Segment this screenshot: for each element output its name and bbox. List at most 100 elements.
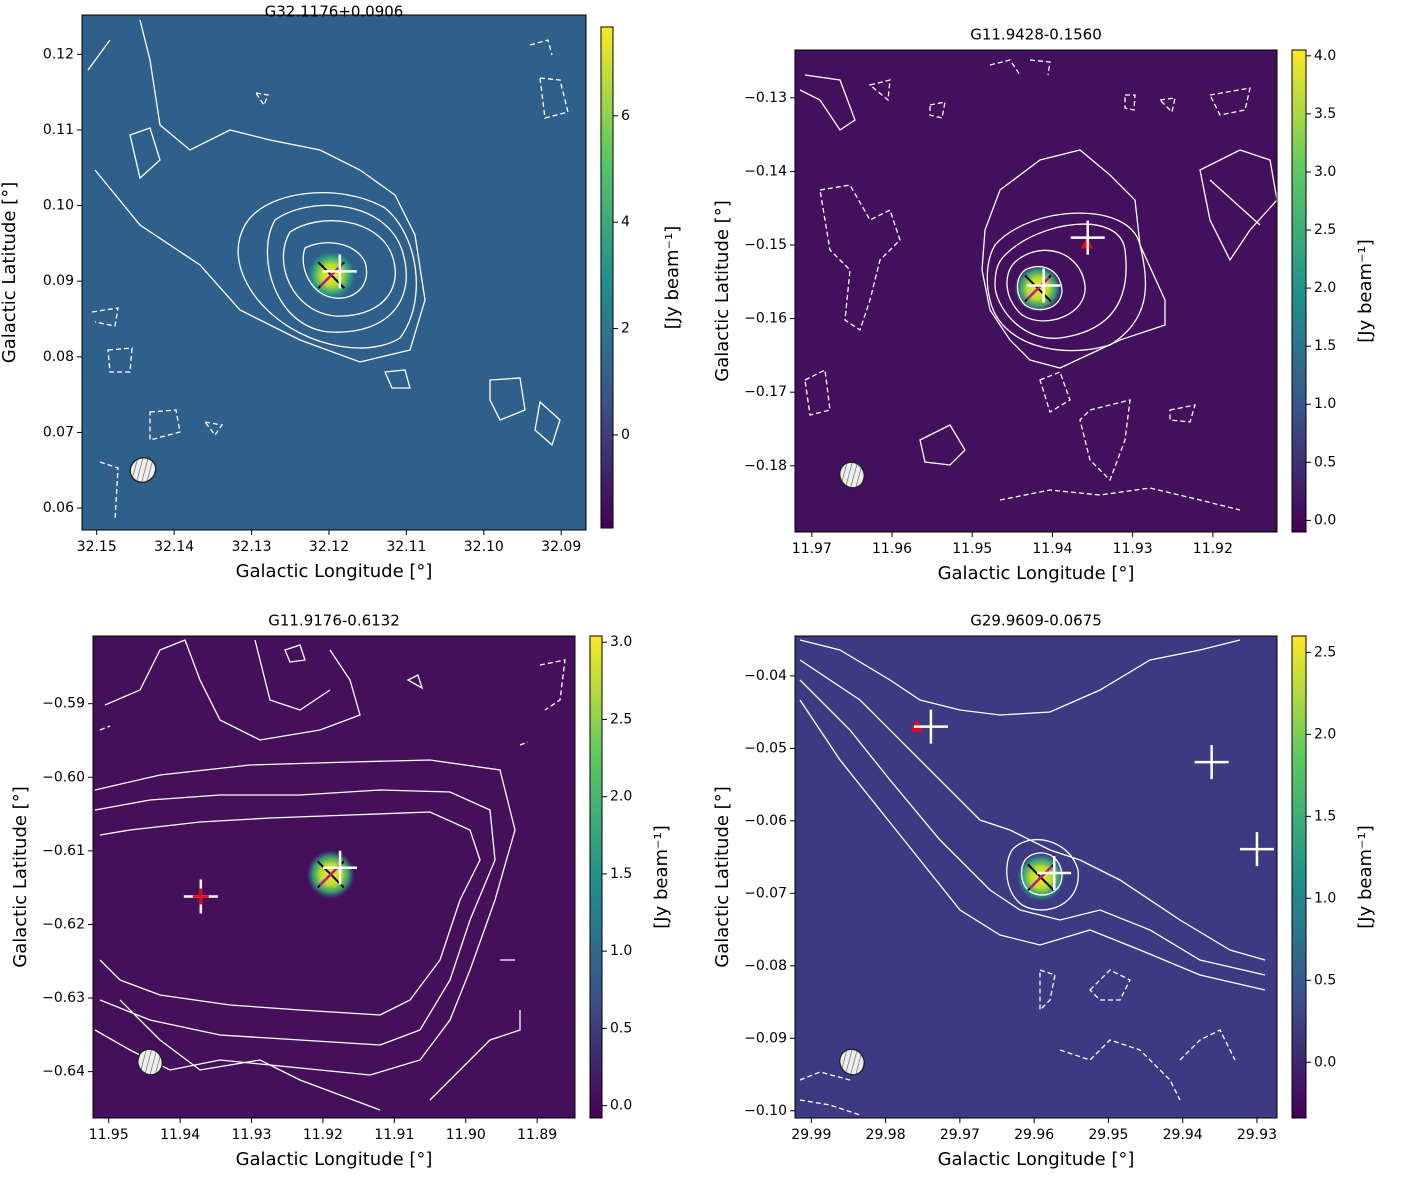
panel-title: G11.9428-0.1560 [970, 26, 1102, 44]
y-tick-label: −0.06 [744, 813, 787, 829]
y-tick-label: 0.07 [43, 424, 74, 440]
x-tick-label: 32.13 [232, 539, 272, 555]
y-tick-label: −0.16 [744, 311, 787, 327]
contour [799, 679, 1266, 976]
x-tick-label: 32.14 [154, 539, 194, 555]
contour [266, 204, 407, 333]
x-tick-label: 11.94 [1032, 541, 1072, 557]
x-tick-label: 29.93 [1237, 1127, 1277, 1143]
colorbar-tick-label: 6 [621, 108, 630, 124]
colorbar-label: [Jy beam⁻¹] [1355, 825, 1376, 929]
colorbar-tick-label: 4 [621, 214, 630, 230]
colorbar [1291, 635, 1307, 1119]
x-tick-label: 11.91 [374, 1127, 414, 1143]
y-tick-label: −0.15 [744, 237, 787, 253]
colorbar-label: [Jy beam⁻¹] [1355, 239, 1376, 343]
x-axis-label: Galactic Longitude [°] [938, 1149, 1135, 1170]
y-tick-label: −0.18 [744, 458, 787, 474]
y-tick-label: −0.62 [42, 916, 85, 932]
y-tick-label: −0.64 [42, 1064, 85, 1080]
colorbar-tick-label: 0.0 [610, 1098, 632, 1114]
colorbar-tick-label: 2.0 [1314, 726, 1336, 742]
contours [87, 19, 1277, 1116]
x-tick-label: 11.95 [952, 541, 992, 557]
annotation-layer: 32.15 32.14 32.13 32.12 32.11 32.10 32.090.060… [0, 3, 1376, 1171]
contours-panel-3 [94, 639, 566, 1111]
plot-frame [92, 635, 576, 1119]
contour [1006, 249, 1086, 322]
position-marker [322, 254, 357, 289]
contour [91, 39, 569, 521]
x-tick-label: 11.93 [1113, 541, 1153, 557]
position-marker [1026, 268, 1061, 303]
contour [87, 19, 426, 363]
contour [94, 789, 496, 1046]
contour [994, 223, 1127, 339]
contour [302, 242, 368, 299]
contour [94, 759, 516, 1076]
beams [129, 457, 865, 1076]
position-marker [1194, 745, 1229, 780]
x-tick-label: 11.95 [89, 1127, 129, 1143]
contour [799, 659, 1266, 961]
x-tick-label: 29.96 [1014, 1127, 1054, 1143]
contours-panel-2 [799, 59, 1277, 511]
x-axis-label: Galactic Longitude [°] [236, 561, 433, 582]
x-tick-label: 32.10 [464, 539, 504, 555]
y-tick-label: 0.08 [43, 349, 74, 365]
contour [99, 659, 566, 746]
x-tick-label: 32.11 [386, 539, 426, 555]
position-marker [913, 709, 948, 744]
panel-title: G32.1176+0.0906 [265, 3, 404, 21]
y-tick-label: −0.08 [744, 958, 787, 974]
x-axis-label: Galactic Longitude [°] [938, 563, 1135, 584]
contour [799, 74, 1277, 466]
beam [839, 461, 865, 489]
position-marker [192, 888, 209, 905]
contour [282, 220, 396, 317]
y-tick-label: −0.07 [744, 885, 787, 901]
colorbar-tick-label: 4.0 [1314, 48, 1336, 64]
colorbar-tick-label: 3.0 [1314, 164, 1336, 180]
position-marker [323, 850, 358, 885]
contour [799, 969, 1236, 1116]
panel-title: G29.9609-0.0675 [970, 612, 1102, 630]
colorbar-tick-label: 2.0 [610, 789, 632, 805]
x-tick-label: 29.95 [1088, 1127, 1128, 1143]
x-tick-label: 32.09 [541, 539, 581, 555]
x-tick-label: 11.90 [446, 1127, 486, 1143]
x-tick-label: 11.92 [303, 1127, 343, 1143]
colorbar-tick-label: 2 [621, 321, 630, 337]
contour [799, 639, 1241, 716]
colorbar-label: [Jy beam⁻¹] [651, 825, 672, 929]
colorbar-tick-label: 0.0 [1314, 512, 1336, 528]
colorbar-tick-label: 3.5 [1314, 106, 1336, 122]
y-tick-label: 0.11 [43, 122, 74, 138]
y-tick-label: 0.12 [43, 46, 74, 62]
colorbar-tick-label: 3.0 [610, 634, 632, 650]
x-marker-accent [1026, 276, 1050, 301]
x-tick-label: 32.15 [77, 539, 117, 555]
plot-frame [81, 14, 587, 531]
position-marker [1037, 856, 1072, 891]
x-marker-accent [1028, 865, 1053, 890]
colorbar-tick-label: 0.0 [1314, 1054, 1336, 1070]
contour [1020, 852, 1063, 896]
x-tick-label: 29.94 [1163, 1127, 1203, 1143]
contour [104, 639, 521, 1111]
y-tick-label: 0.10 [43, 198, 74, 214]
y-tick-label: −0.17 [744, 384, 787, 400]
x-tick-label: 29.97 [940, 1127, 980, 1143]
colorbar [600, 26, 614, 529]
y-tick-label: −0.13 [744, 90, 787, 106]
y-axis-label: Galactic Latitude [°] [712, 786, 733, 967]
contour [1006, 839, 1079, 911]
contours-panel-1 [87, 19, 569, 521]
y-tick-label: −0.04 [744, 668, 787, 684]
colorbar-label: [Jy beam⁻¹] [662, 226, 683, 330]
y-tick-label: −0.59 [42, 696, 85, 712]
contour [129, 127, 561, 447]
contour [99, 811, 481, 1016]
beam [137, 1048, 163, 1076]
